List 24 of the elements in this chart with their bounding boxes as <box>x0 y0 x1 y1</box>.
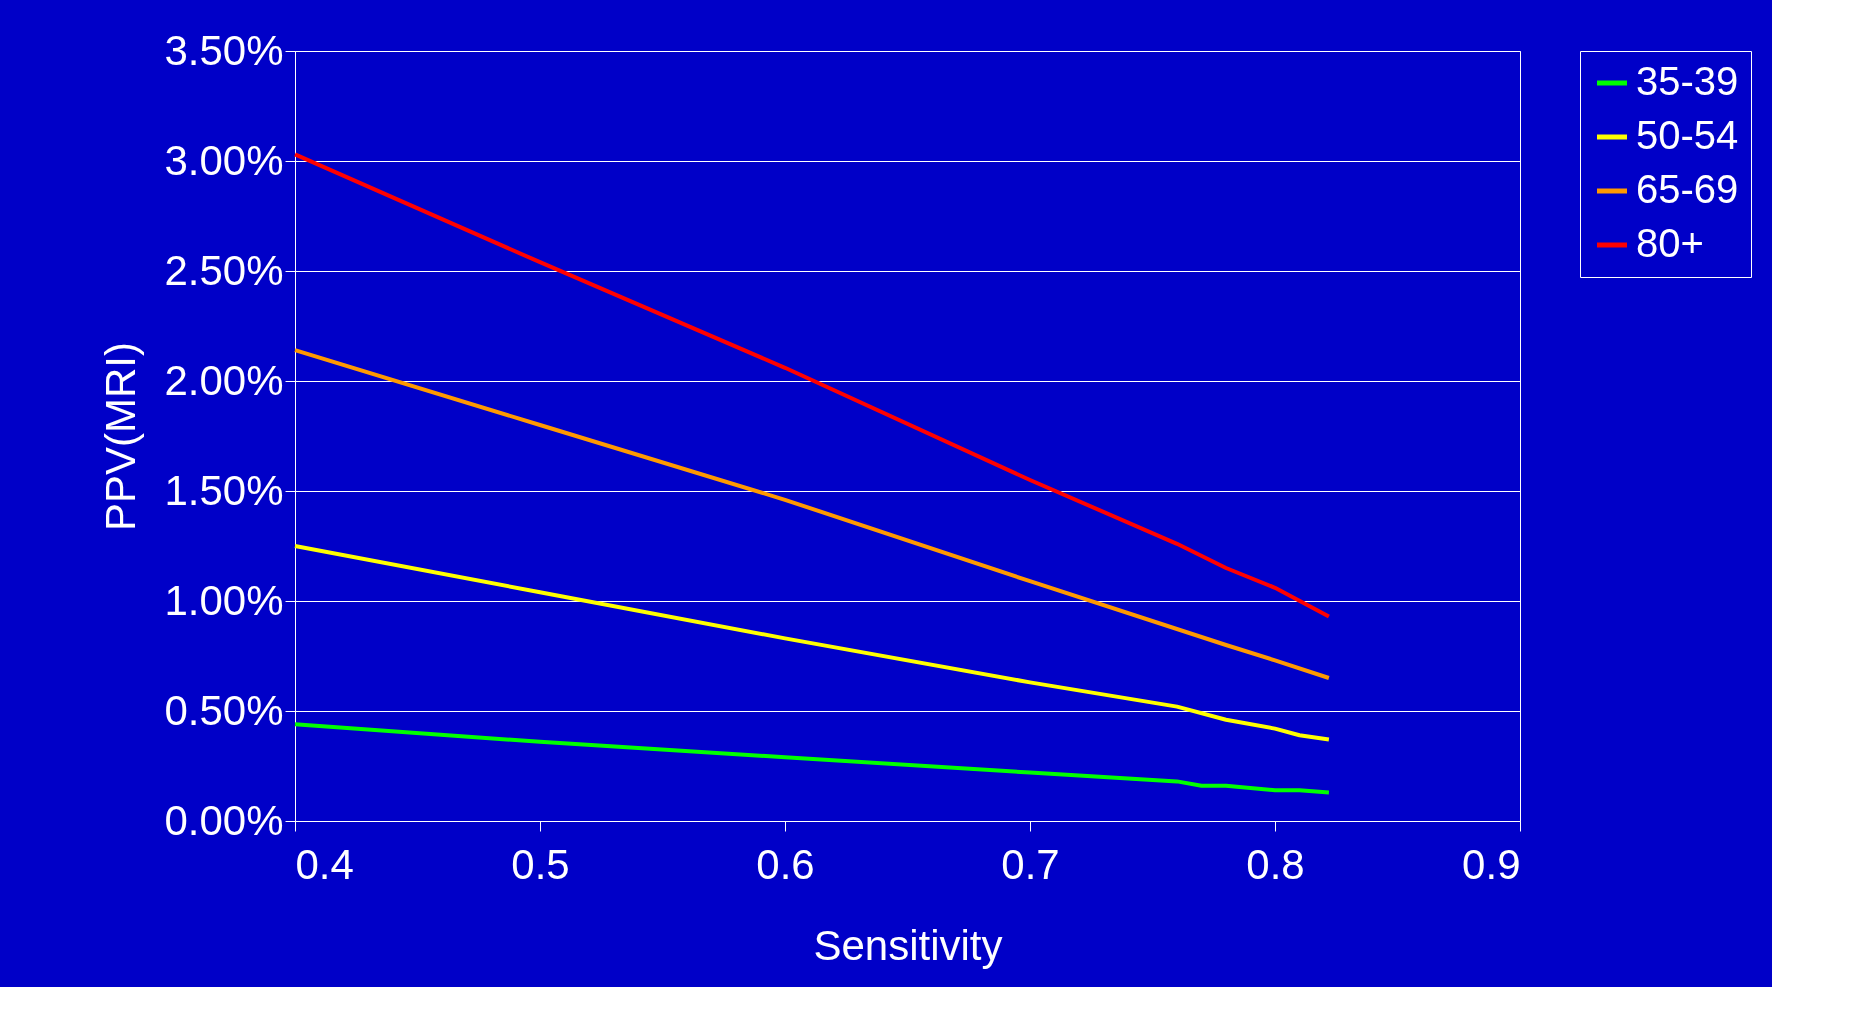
line-series <box>293 348 1331 680</box>
y-tick-label: 1.50% <box>164 466 284 514</box>
x-tick-label: 0.4 <box>295 840 354 888</box>
line-series <box>293 544 1331 742</box>
x-tick-label: 0.5 <box>511 840 570 888</box>
y-tick-label: 2.50% <box>164 246 284 294</box>
legend-label: 50-54 <box>1636 113 1739 157</box>
line-series <box>293 152 1331 619</box>
y-tick-label: 1.00% <box>164 576 284 624</box>
y-tick-label: 2.00% <box>164 356 284 404</box>
x-axis-title: Sensitivity <box>813 921 1003 969</box>
legend-label: 65-69 <box>1636 167 1739 211</box>
x-tick-label: 0.8 <box>1246 840 1305 888</box>
x-tick-label: 0.9 <box>1462 840 1521 888</box>
y-tick-label: 3.00% <box>164 136 284 184</box>
x-tick-label: 0.7 <box>1001 840 1060 888</box>
y-tick-label: 0.50% <box>164 686 284 734</box>
y-tick-label: 0.00% <box>164 796 284 844</box>
x-tick-label: 0.6 <box>756 840 815 888</box>
line-series <box>293 722 1331 795</box>
y-axis-title: PPV(MRI) <box>97 342 145 531</box>
legend-label: 80+ <box>1636 221 1704 265</box>
y-tick-label: 3.50% <box>164 26 284 74</box>
legend-label: 35-39 <box>1636 59 1739 103</box>
